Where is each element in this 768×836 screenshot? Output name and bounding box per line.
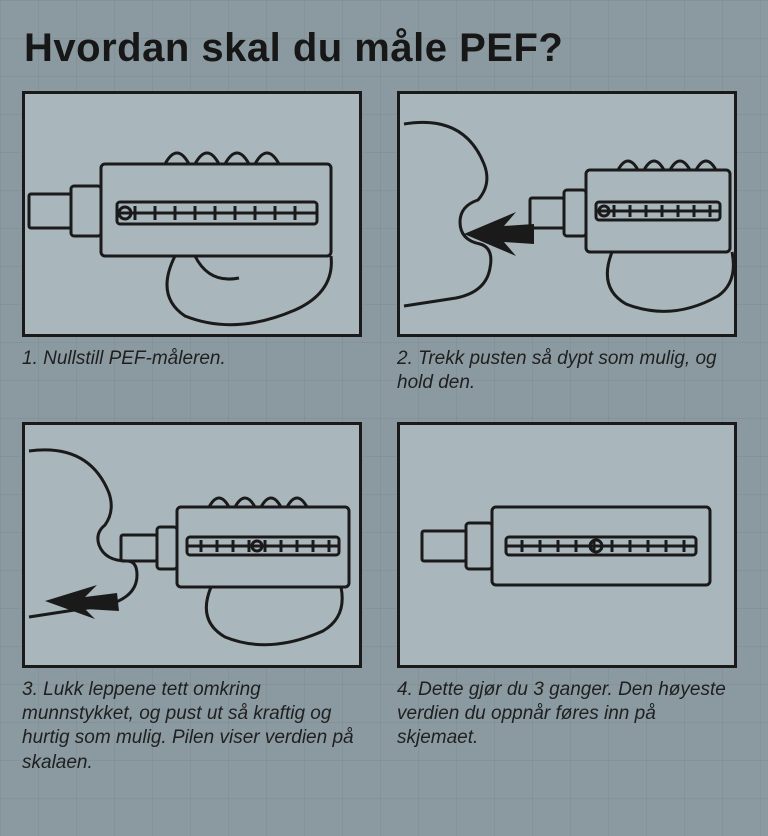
step-4: 4. Dette gjør du 3 ganger. Den høyeste v…	[397, 422, 746, 775]
step-4-illustration	[397, 422, 737, 668]
instruction-page: Hvordan skal du måle PEF?	[0, 0, 768, 836]
step-1: 1. Nullstill PEF-måleren.	[22, 91, 371, 396]
step-2-caption: 2. Trekk pusten så dypt som mulig, og ho…	[397, 347, 737, 396]
step-1-illustration	[22, 91, 362, 337]
step-2: 2. Trekk pusten så dypt som mulig, og ho…	[397, 91, 746, 396]
step-3-caption: 3. Lukk leppene tett omkring munnstykket…	[22, 678, 362, 775]
step-3-illustration	[22, 422, 362, 668]
step-2-illustration	[397, 91, 737, 337]
step-1-caption: 1. Nullstill PEF-måleren.	[22, 347, 362, 371]
page-title: Hvordan skal du måle PEF?	[24, 26, 746, 71]
instruction-grid: 1. Nullstill PEF-måleren.	[22, 91, 746, 775]
step-3: 3. Lukk leppene tett omkring munnstykket…	[22, 422, 371, 775]
step-4-caption: 4. Dette gjør du 3 ganger. Den høyeste v…	[397, 678, 737, 751]
